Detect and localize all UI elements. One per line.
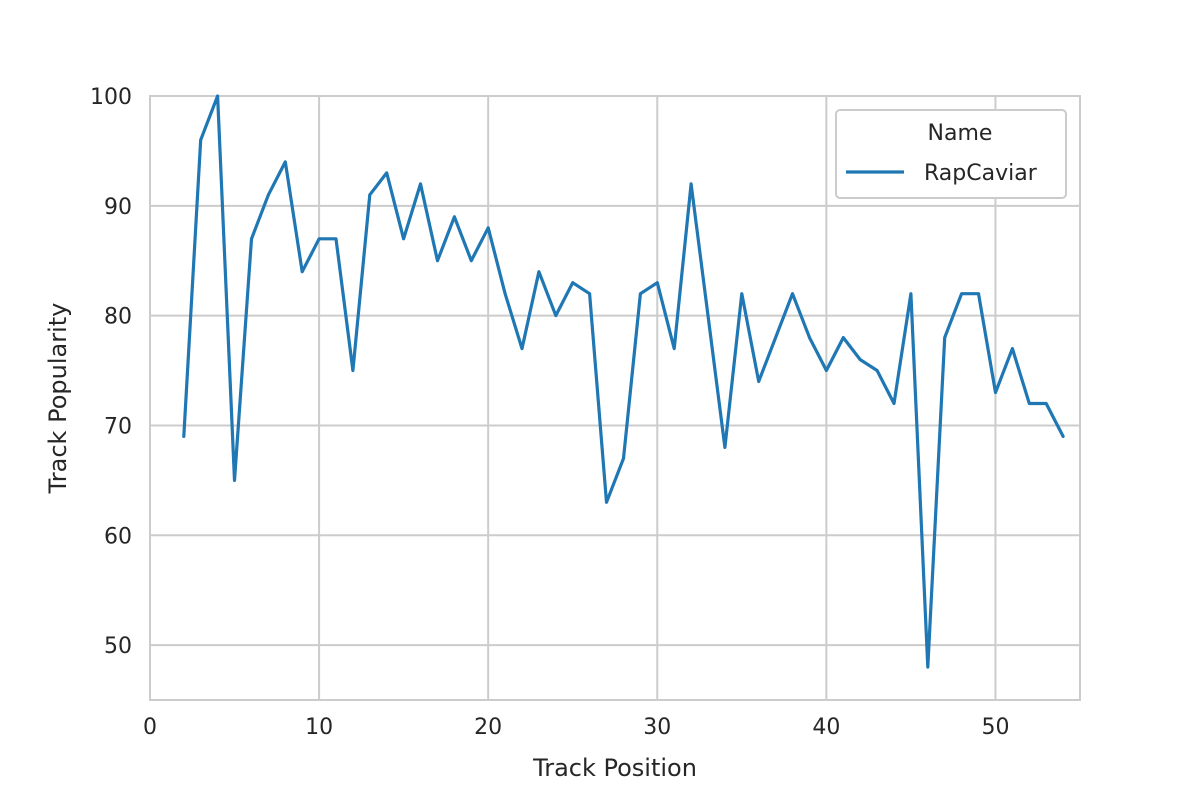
data-point-25 <box>571 281 574 284</box>
data-point-51 <box>1011 347 1014 350</box>
data-point-34 <box>723 446 727 449</box>
series-layer <box>182 94 1065 669</box>
y-axis-label: Track Popularity <box>44 303 72 495</box>
data-point-53 <box>1044 402 1048 405</box>
data-point-17 <box>436 259 439 262</box>
data-point-21 <box>503 292 507 295</box>
data-point-47 <box>943 336 946 339</box>
data-point-24 <box>554 314 558 317</box>
data-point-11 <box>334 237 338 240</box>
data-point-14 <box>385 171 388 175</box>
data-point-5 <box>233 479 236 482</box>
data-point-6 <box>250 237 253 240</box>
axes-frame <box>149 95 1081 701</box>
data-point-18 <box>453 215 456 218</box>
tick-labels: 0 10 20 30 40 50 50 60 70 80 90 100 <box>90 85 1009 740</box>
data-point-13 <box>368 193 372 197</box>
data-point-15 <box>402 237 405 240</box>
y-tick-label-100: 100 <box>90 85 132 110</box>
data-point-12 <box>351 369 355 372</box>
data-point-20 <box>486 226 490 229</box>
data-point-46 <box>926 665 930 669</box>
data-point-48 <box>960 292 963 295</box>
data-point-30 <box>656 281 659 284</box>
data-point-9 <box>300 270 304 273</box>
y-tick-label-50: 50 <box>104 634 132 659</box>
data-point-44 <box>892 402 896 405</box>
x-tick-label-50: 50 <box>981 715 1009 740</box>
data-point-36 <box>757 380 760 383</box>
y-tick-label-90: 90 <box>104 195 132 220</box>
data-point-38 <box>791 292 794 295</box>
data-point-31 <box>672 347 676 350</box>
data-point-45 <box>909 292 913 295</box>
legend: Name RapCaviar <box>835 109 1067 199</box>
data-point-23 <box>537 270 541 273</box>
x-tick-label-40: 40 <box>812 715 840 740</box>
x-axis-label: Track Position <box>532 754 697 782</box>
data-point-26 <box>588 292 591 295</box>
data-point-50 <box>994 391 997 394</box>
legend-box <box>835 109 1067 199</box>
x-tick-label-10: 10 <box>305 715 333 740</box>
data-point-3 <box>199 138 202 142</box>
data-point-28 <box>622 457 625 460</box>
data-point-19 <box>470 259 473 262</box>
data-point-27 <box>605 501 608 504</box>
data-point-54 <box>1061 435 1065 438</box>
data-point-33 <box>706 314 710 317</box>
data-point-42 <box>858 358 862 361</box>
data-point-39 <box>808 336 811 339</box>
x-tick-label-20: 20 <box>474 715 502 740</box>
y-tick-label-80: 80 <box>104 305 132 330</box>
data-point-8 <box>284 160 287 164</box>
data-point-16 <box>419 182 422 186</box>
data-point-7 <box>267 193 270 197</box>
data-point-43 <box>875 369 879 372</box>
data-point-4 <box>216 94 219 98</box>
legend-title: Name <box>928 121 993 146</box>
data-point-22 <box>520 347 524 350</box>
legend-entry-rapcaviar: RapCaviar <box>924 161 1038 186</box>
data-point-52 <box>1028 402 1031 405</box>
data-point-40 <box>825 369 828 372</box>
data-point-35 <box>740 292 744 295</box>
y-tick-label-60: 60 <box>104 524 132 549</box>
data-point-29 <box>639 292 642 295</box>
data-point-2 <box>182 435 186 438</box>
x-tick-label-0: 0 <box>143 715 157 740</box>
data-point-10 <box>317 237 321 240</box>
data-point-41 <box>842 336 845 339</box>
plot-frame <box>149 95 1081 701</box>
data-point-49 <box>977 292 980 295</box>
data-point-32 <box>689 182 693 186</box>
data-point-37 <box>774 336 777 339</box>
y-tick-label-70: 70 <box>104 414 132 439</box>
x-tick-label-30: 30 <box>643 715 671 740</box>
